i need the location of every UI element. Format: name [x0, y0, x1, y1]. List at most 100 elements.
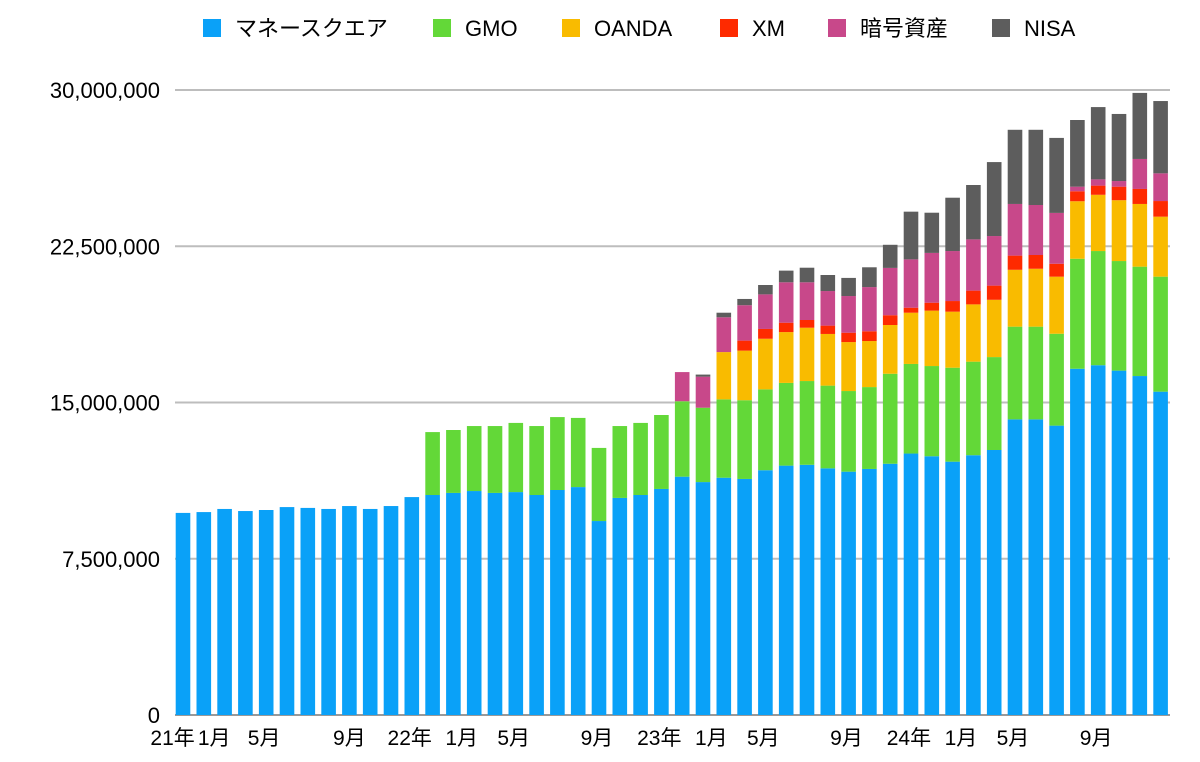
bar-segment-5: [986, 162, 1002, 237]
bar-segment-3: [778, 322, 794, 333]
y-tick-label: 22,500,000: [50, 234, 160, 259]
bar-segment-1: [1070, 258, 1085, 369]
bar-segment-5: [737, 298, 752, 306]
legend-item: マネースクエア: [203, 16, 388, 41]
bar-segment-3: [986, 285, 1002, 300]
bar-segment-4: [1070, 186, 1085, 192]
legend-item: GMO: [433, 16, 518, 41]
bar-segment-0: [196, 512, 212, 715]
bar-segment-4: [1007, 203, 1023, 256]
legend-swatch: [720, 19, 738, 37]
bar-segment-3: [966, 290, 981, 305]
x-tick-label: 9月: [830, 727, 863, 750]
bar-segment-0: [1132, 376, 1148, 715]
bar-stack: [529, 426, 544, 715]
bar-stack: [862, 267, 877, 715]
bar-segment-2: [1070, 201, 1085, 259]
bar-segment-1: [841, 391, 856, 472]
bar-segment-5: [1132, 92, 1148, 159]
bar-segment-0: [882, 463, 898, 715]
bar-segment-2: [1007, 269, 1023, 327]
y-axis-tick-labels: 0 7,500,000 15,000,000 22,500,000 30,000,000: [50, 78, 160, 728]
legend-swatch: [433, 19, 451, 37]
x-tick-label: 22年: [388, 727, 432, 750]
bar-segment-1: [633, 422, 648, 495]
bar-segment-1: [570, 417, 586, 488]
bar-segment-4: [1028, 205, 1044, 255]
legend-label: マネースクエア: [235, 16, 388, 41]
legend-label: NISA: [1024, 16, 1076, 41]
bar-stack: [508, 422, 524, 715]
bar-segment-3: [862, 331, 877, 342]
bar-stack: [362, 508, 378, 715]
bar-segment-0: [321, 508, 336, 715]
bar-segment-0: [279, 507, 295, 715]
bar-segment-1: [778, 382, 794, 466]
bar-stack: [674, 372, 690, 715]
bar-segment-0: [612, 497, 628, 715]
bar-segment-5: [1111, 113, 1127, 182]
legend-label: OANDA: [594, 16, 673, 41]
bar-segment-0: [820, 468, 836, 715]
bar-segment-1: [903, 363, 919, 454]
bar-segment-1: [862, 387, 877, 469]
bar-segment-2: [716, 352, 732, 400]
bar-segment-5: [1153, 101, 1168, 174]
bar-segment-0: [238, 511, 253, 715]
bar-stack: [1007, 129, 1023, 715]
bar-segment-2: [1153, 216, 1168, 277]
bar-stack: [695, 374, 711, 715]
x-tick-label: 21年: [150, 727, 194, 750]
bar-segment-4: [1049, 212, 1064, 264]
y-tick-label: 15,000,000: [50, 391, 160, 416]
bar-segment-0: [674, 476, 690, 715]
bar-stack: [217, 508, 232, 715]
bar-stack: [446, 430, 461, 715]
bar-segment-5: [1028, 129, 1044, 205]
bar-segment-1: [674, 401, 690, 477]
bar-segment-0: [1049, 425, 1064, 715]
bar-segment-0: [425, 495, 440, 715]
bar-segment-2: [1090, 194, 1106, 252]
bar-segment-1: [1153, 276, 1168, 392]
bar-segment-1: [882, 373, 898, 464]
bar-segment-0: [487, 492, 503, 715]
bar-segment-2: [903, 312, 919, 364]
bar-segment-0: [924, 456, 940, 715]
x-tick-label: 5月: [747, 727, 780, 750]
legend-label: GMO: [465, 16, 518, 41]
bar-segment-0: [841, 471, 856, 715]
bar-segment-5: [716, 312, 732, 318]
bar-segment-1: [591, 447, 607, 522]
bar-segment-1: [466, 426, 482, 492]
bar-segment-0: [466, 491, 482, 715]
bar-segment-0: [550, 490, 565, 715]
bar-segment-0: [778, 465, 794, 715]
bar-stack: [654, 415, 669, 715]
bar-stack: [903, 211, 919, 715]
bar-segment-3: [903, 307, 919, 313]
bar-segment-2: [924, 310, 940, 367]
bar-segment-2: [820, 333, 836, 386]
x-tick-label: 5月: [248, 727, 281, 750]
bar-segment-5: [1049, 137, 1064, 213]
bar-segment-4: [820, 291, 836, 326]
bar-segment-1: [1132, 266, 1148, 377]
legend-item: XM: [720, 16, 785, 41]
bar-segment-4: [903, 259, 919, 308]
bar-stack: [1111, 113, 1127, 715]
bar-segment-5: [1070, 120, 1085, 187]
legend-swatch: [828, 19, 846, 37]
bar-segment-3: [737, 340, 752, 351]
bar-segment-1: [1111, 261, 1127, 371]
x-tick-label: 1月: [695, 727, 728, 750]
bar-stack: [342, 506, 357, 715]
bar-segment-5: [778, 270, 794, 283]
bar-stack: [404, 497, 420, 715]
gridlines: [175, 89, 1170, 716]
legend-swatch: [562, 19, 580, 37]
bar-segment-2: [758, 338, 773, 390]
bar-segment-3: [924, 302, 940, 311]
x-axis-tick-labels: 21年 1月 5月 9月 22年 1月 5月 9月 23年 1月 5月 9月 24年 1月 5月 9月: [150, 727, 1112, 750]
